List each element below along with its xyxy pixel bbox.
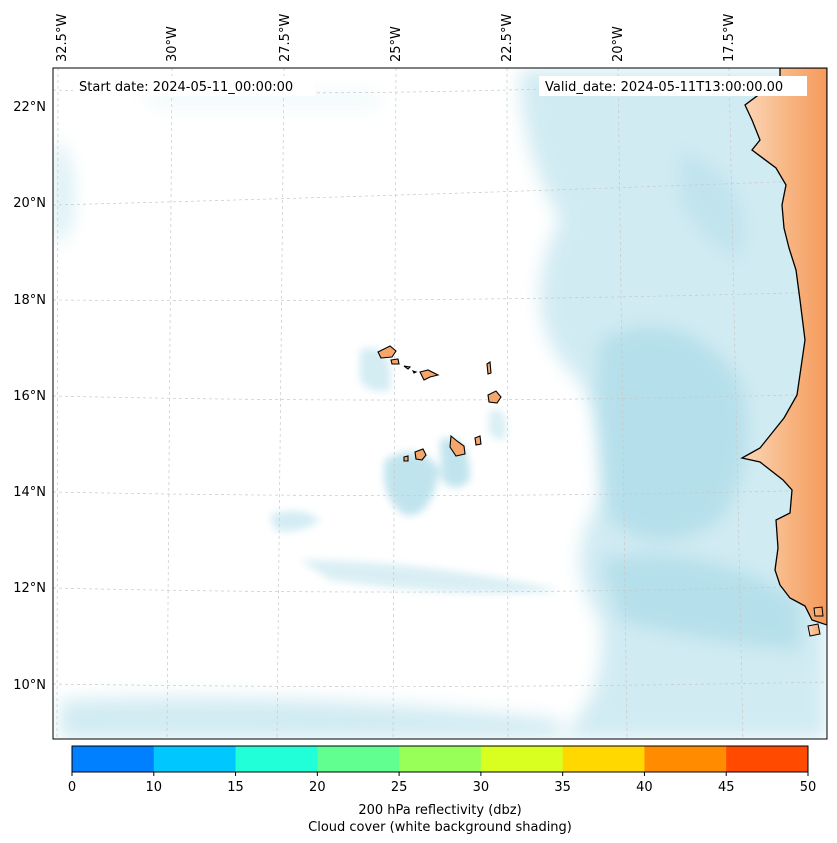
lon-label: 22.5°W bbox=[500, 14, 515, 62]
colorbar-tick-label: 40 bbox=[636, 780, 653, 795]
colorbar-tick-label: 20 bbox=[309, 780, 326, 795]
lat-label: 10°N bbox=[13, 678, 46, 693]
start-date-label: Start date: 2024-05-11_00:00:00 bbox=[79, 80, 293, 95]
colorbar-tick-label: 0 bbox=[68, 780, 76, 795]
lat-label: 20°N bbox=[13, 196, 46, 211]
map-panel bbox=[53, 68, 827, 739]
lat-label: 16°N bbox=[13, 389, 46, 404]
colorbar-tick-label: 35 bbox=[554, 780, 571, 795]
colorbar-segment bbox=[480, 746, 564, 772]
colorbar-segment bbox=[726, 746, 809, 772]
lon-label: 20°W bbox=[611, 26, 626, 62]
latitude-labels: 22°N 20°N 18°N 16°N 14°N 12°N 10°N bbox=[13, 100, 46, 693]
lon-label: 17.5°W bbox=[722, 14, 737, 62]
gridlines bbox=[53, 68, 827, 739]
colorbar-label: 200 hPa reflectivity (dbz) bbox=[358, 803, 521, 818]
cape-verde-islands bbox=[377, 345, 502, 462]
colorbar-segment bbox=[562, 746, 645, 772]
lat-label: 14°N bbox=[13, 485, 46, 500]
lon-label: 30°W bbox=[165, 26, 180, 62]
colorbar-segment bbox=[153, 746, 237, 772]
lon-label: 27.5°W bbox=[278, 14, 293, 62]
longitude-labels: 32.5°W 30°W 27.5°W 25°W 22.5°W 20°W 17.5… bbox=[55, 14, 737, 62]
colorbar-segment bbox=[235, 746, 318, 772]
colorbar: 0 10 15 20 25 30 35 40 45 50 bbox=[68, 745, 817, 795]
colorbar-tick-label: 50 bbox=[800, 780, 817, 795]
colorbar-tick-label: 30 bbox=[473, 780, 490, 795]
lon-label: 32.5°W bbox=[55, 14, 70, 62]
lon-label: 25°W bbox=[389, 26, 404, 62]
colorbar-tick-label: 45 bbox=[718, 780, 735, 795]
colorbar-tick-label: 15 bbox=[227, 780, 244, 795]
lat-label: 22°N bbox=[13, 100, 46, 115]
lat-label: 18°N bbox=[13, 293, 46, 308]
colorbar-segment bbox=[644, 746, 727, 772]
cloud-cover-shading bbox=[55, 70, 827, 739]
colorbar-sublabel: Cloud cover (white background shading) bbox=[308, 820, 572, 835]
colorbar-segment bbox=[72, 746, 155, 772]
colorbar-tick-label: 25 bbox=[391, 780, 408, 795]
colorbar-segment bbox=[399, 746, 482, 772]
map-frame bbox=[52, 67, 828, 740]
lat-label: 12°N bbox=[13, 581, 46, 596]
colorbar-tick-label: 10 bbox=[146, 780, 163, 795]
bissau-islands bbox=[807, 606, 824, 637]
african-coast-land bbox=[740, 68, 827, 626]
valid-date-label: Valid_date: 2024-05-11T13:00:00.00 bbox=[545, 80, 783, 95]
colorbar-segment bbox=[317, 746, 400, 772]
colorbar-frame bbox=[71, 745, 809, 773]
